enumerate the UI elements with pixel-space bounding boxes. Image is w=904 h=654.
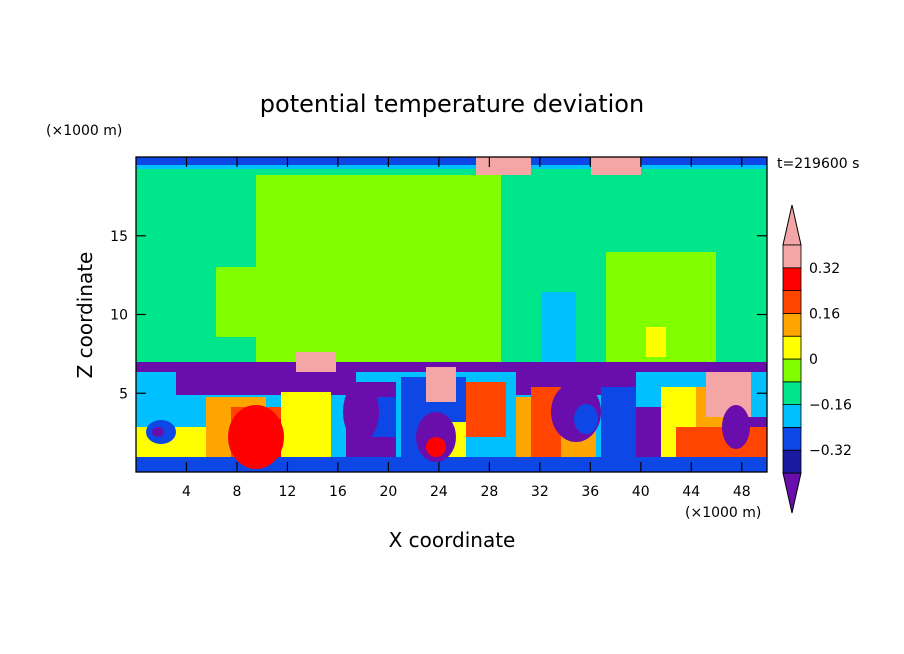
contour-region xyxy=(216,267,276,337)
contour-blob xyxy=(152,427,164,437)
colorbar-extend-low xyxy=(782,472,802,514)
colorbar-segment xyxy=(782,267,802,291)
x-tick-label: 20 xyxy=(379,484,397,500)
x-tick-label: 16 xyxy=(329,484,347,500)
colorbar-segment xyxy=(782,244,802,269)
y-units-label: (×1000 m) xyxy=(46,123,122,139)
plot-area xyxy=(136,157,767,472)
contour-region xyxy=(136,165,767,169)
contour-region xyxy=(541,292,576,362)
colorbar-segment xyxy=(782,358,802,383)
contour-blob xyxy=(426,437,446,457)
x-tick-label: 24 xyxy=(430,484,448,500)
colorbar-segment xyxy=(782,335,802,360)
contour-region xyxy=(591,157,641,175)
chart-title: potential temperature deviation xyxy=(260,90,644,118)
colorbar-segment xyxy=(782,404,802,428)
y-axis-label: Z coordinate xyxy=(73,252,97,379)
colorbar-segment xyxy=(782,290,802,314)
colorbar-segment xyxy=(782,426,802,451)
x-tick-label: 36 xyxy=(581,484,599,500)
colorbar-label: 0 xyxy=(809,352,818,368)
colorbar-segment xyxy=(782,381,802,405)
contour-region xyxy=(466,382,506,437)
x-tick-label: 40 xyxy=(632,484,650,500)
x-tick-label: 44 xyxy=(682,484,700,500)
contour-region xyxy=(296,352,336,372)
contour-blob xyxy=(722,405,750,449)
contour-region xyxy=(136,457,767,472)
colorbar-label: 0.32 xyxy=(809,261,840,277)
x-tick-label: 32 xyxy=(531,484,549,500)
y-tick-label: 10 xyxy=(110,308,128,324)
contour-region xyxy=(426,367,456,402)
contour-region xyxy=(476,157,531,175)
contour-region xyxy=(646,327,666,357)
colorbar: 0.32 0.16 0 −0.16 −0.32 xyxy=(782,204,852,514)
x-axis-label: X coordinate xyxy=(389,528,516,552)
contour-region xyxy=(601,387,636,457)
x-tick-label: 12 xyxy=(279,484,297,500)
colorbar-segment xyxy=(782,312,802,337)
time-label: t=219600 s xyxy=(777,156,859,172)
x-tick-label: 28 xyxy=(480,484,498,500)
y-tick-label: 15 xyxy=(110,229,128,245)
x-tick-label: 4 xyxy=(182,484,191,500)
colorbar-label: 0.16 xyxy=(809,306,840,322)
contour-blob xyxy=(228,405,284,469)
field-contours xyxy=(136,157,767,472)
x-tick-label: 48 xyxy=(733,484,751,500)
contour-region xyxy=(636,407,661,457)
x-units-label: (×1000 m) xyxy=(685,505,761,521)
colorbar-label: −0.16 xyxy=(809,398,852,414)
contour-region xyxy=(136,157,767,165)
colorbar-segment xyxy=(782,449,802,474)
contour-blob xyxy=(343,382,379,442)
y-tick-label: 5 xyxy=(119,386,128,402)
colorbar-extend-high xyxy=(782,204,802,246)
contour-region xyxy=(256,175,501,362)
x-axis: 4 8 12 16 20 24 28 32 36 40 44 48 xyxy=(182,157,751,500)
y-axis: 5 10 15 xyxy=(110,229,767,402)
contour-blob xyxy=(574,404,598,434)
colorbar-label: −0.32 xyxy=(809,443,852,459)
x-tick-label: 8 xyxy=(232,484,241,500)
